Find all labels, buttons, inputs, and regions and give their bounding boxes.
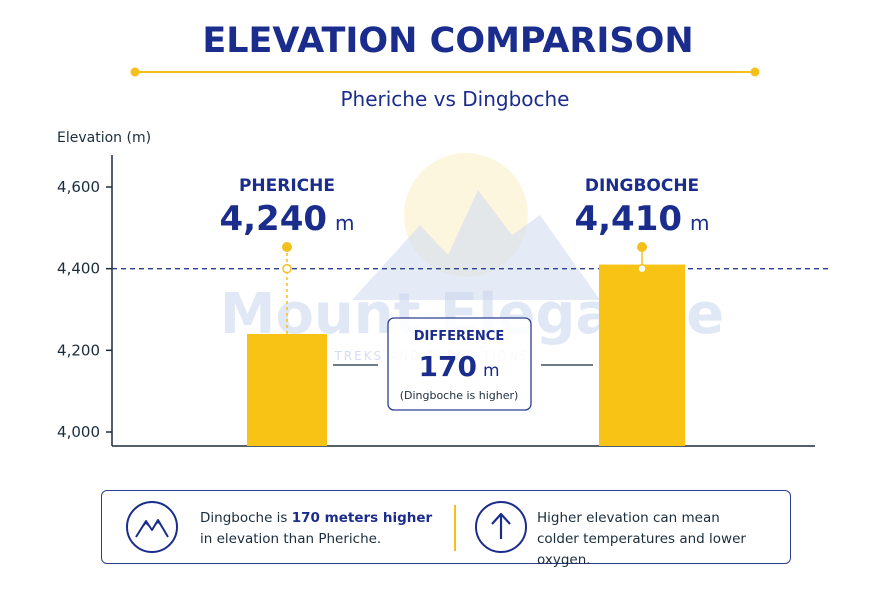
difference-box (387, 317, 532, 411)
info-left-bold: 170 meters higher (291, 510, 433, 526)
title-underline-right-dot (750, 67, 760, 77)
marker-ring-pheriche (282, 263, 292, 274)
value-label-pheriche: 4,240 m (219, 199, 354, 239)
y-tick-label: 4,000 (57, 423, 100, 441)
y-axis-label: Elevation (m) (57, 130, 151, 146)
bar-pheriche (247, 334, 327, 446)
category-label-pheriche: PHERICHE (239, 176, 335, 196)
info-left-post: in elevation than Pheriche. (200, 531, 382, 547)
info-left-pre: Dingboche is (200, 510, 292, 526)
category-label-dingboche: DINGBOCHE (585, 176, 699, 196)
bar-dingboche (599, 264, 685, 446)
arrow-up-icon (475, 501, 527, 553)
page-title: ELEVATION COMPARISON (202, 21, 693, 61)
info-right-line2: colder temperatures and lower oxygen. (537, 531, 746, 568)
difference-callout: DIFFERENCE 170 m (Dingboche is higher) (333, 317, 593, 411)
value-label-dingboche: 4,410 m (574, 199, 709, 239)
mountain-icon (126, 501, 178, 553)
y-tick-label: 4,600 (57, 178, 100, 196)
difference-value: 170 m (418, 350, 499, 383)
difference-note: (Dingboche is higher) (400, 389, 519, 402)
marker-dot-dingboche (637, 242, 647, 252)
difference-heading: DIFFERENCE (414, 329, 504, 344)
info-right-text: Higher elevation can mean colder tempera… (537, 508, 787, 571)
info-left-text: Dingboche is 170 meters higher in elevat… (200, 508, 440, 550)
info-divider (454, 505, 456, 551)
page-subtitle: Pheriche vs Dingboche (340, 87, 569, 111)
y-tick-label: 4,200 (57, 341, 100, 359)
info-right-line1: Higher elevation can mean (537, 510, 720, 526)
title-underline-left-dot (130, 67, 140, 77)
marker-dot-pheriche (282, 242, 292, 252)
marker-ring-dingboche (637, 263, 647, 274)
info-box: Dingboche is 170 meters higher in elevat… (101, 490, 791, 568)
watermark-mountain-icon (352, 190, 600, 300)
y-tick-label: 4,400 (57, 260, 100, 278)
